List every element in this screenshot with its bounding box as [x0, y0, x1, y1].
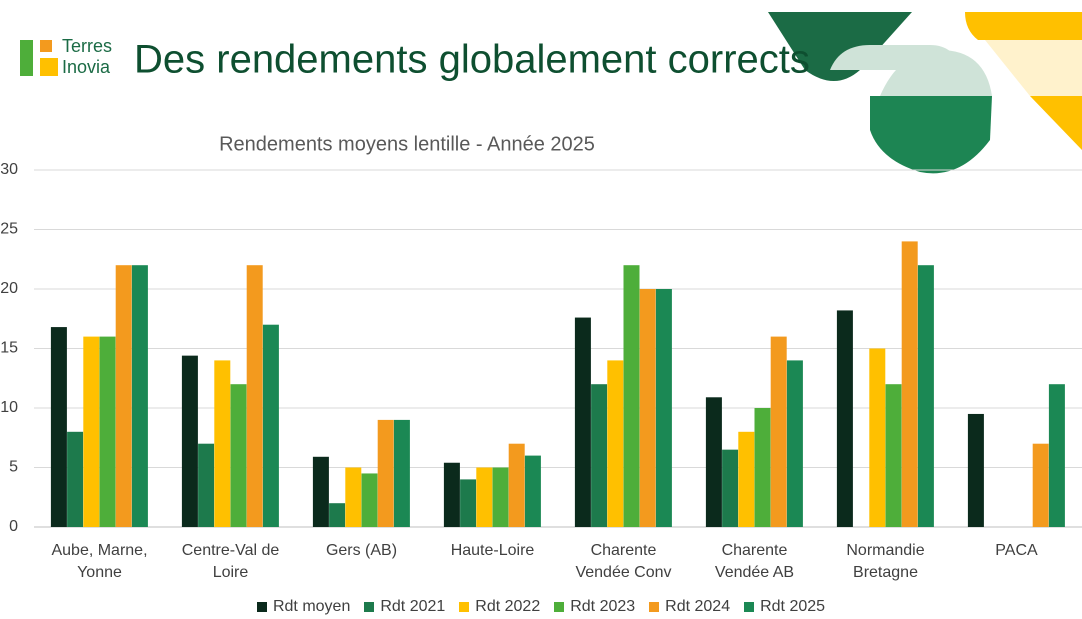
bar — [377, 419, 394, 527]
logo-text: Terres — [62, 36, 112, 56]
bar — [607, 360, 624, 527]
x-tick-label: Haute-Loire — [450, 542, 535, 559]
bar — [508, 443, 525, 527]
x-tick-label: PACA — [995, 542, 1038, 559]
bar — [131, 265, 148, 527]
bar — [770, 336, 787, 527]
chart-title: Rendements moyens lentille - Année 2025 — [219, 133, 595, 155]
x-tick-label: Gers (AB) — [325, 542, 398, 559]
bar — [262, 324, 279, 527]
bar — [754, 408, 771, 527]
bar — [524, 455, 541, 527]
y-tick-label: 10 — [0, 399, 18, 416]
legend: Rdt moyen Rdt 2021 Rdt 2022 Rdt 2023 Rdt 202… — [0, 598, 1082, 616]
slide-title: Des rendements globalement corrects — [134, 38, 810, 82]
bar — [574, 317, 591, 527]
bar — [786, 360, 803, 527]
bar — [901, 241, 918, 527]
bar — [591, 384, 608, 527]
bar — [181, 355, 198, 527]
legend-label: Rdt 2024 — [665, 598, 731, 615]
legend-label: Rdt 2021 — [380, 598, 446, 615]
bar — [99, 336, 116, 527]
logo-text: Inovia — [62, 57, 111, 77]
legend-item: Rdt 2025 — [744, 598, 825, 616]
bar — [312, 456, 329, 527]
bar — [67, 431, 84, 527]
bar — [967, 413, 984, 527]
x-tick-label: Aube, Marne, Yonne — [51, 542, 148, 581]
bar — [885, 384, 902, 527]
y-tick-label: 0 — [9, 518, 18, 535]
logo — [20, 40, 58, 76]
bar — [917, 265, 934, 527]
y-tick-label: 15 — [0, 340, 18, 357]
bar — [230, 384, 247, 527]
bar — [705, 397, 722, 527]
legend-swatch — [364, 602, 375, 612]
bar — [361, 473, 378, 527]
legend-label: Rdt 2023 — [570, 598, 636, 615]
legend-item: Rdt 2021 — [364, 598, 445, 616]
legend-item: Rdt 2022 — [459, 598, 540, 616]
x-tick-label: Charente Vendée Conv — [575, 542, 672, 581]
bar — [476, 467, 493, 527]
x-tick-label: Centre-Val de Loire — [181, 542, 280, 581]
bar — [393, 419, 410, 527]
bar — [50, 327, 67, 527]
legend-item: Rdt moyen — [256, 598, 351, 616]
y-tick-label: 30 — [0, 161, 18, 178]
x-tick-label: Charente Vendée AB — [714, 542, 795, 581]
legend-item: Rdt 2024 — [649, 598, 730, 616]
legend-label: Rdt 2022 — [475, 598, 541, 615]
bar — [722, 449, 739, 527]
bar — [869, 348, 886, 527]
bar — [214, 360, 231, 527]
bar — [655, 289, 672, 527]
legend-swatch — [744, 602, 755, 612]
y-tick-label: 5 — [9, 459, 18, 476]
bar — [83, 336, 100, 527]
bar — [639, 289, 656, 527]
legend-swatch — [649, 602, 660, 612]
bar — [1048, 384, 1065, 527]
legend-item: Rdt 2023 — [554, 598, 635, 616]
bar — [198, 443, 215, 527]
bar — [836, 310, 853, 527]
bar — [115, 265, 132, 527]
y-tick-label: 20 — [0, 280, 18, 297]
bar — [492, 467, 509, 527]
legend-swatch — [459, 602, 470, 612]
y-tick-label: 25 — [0, 221, 18, 238]
bar — [246, 265, 263, 527]
decoration — [768, 12, 1082, 174]
bar — [738, 431, 755, 527]
x-tick-label: Normandie Bretagne — [846, 542, 925, 581]
bar — [1032, 443, 1049, 527]
legend-label: Rdt 2025 — [760, 598, 826, 615]
legend-swatch — [256, 602, 267, 612]
legend-swatch — [554, 602, 565, 612]
bar — [345, 467, 362, 527]
bar — [443, 462, 460, 527]
bar — [460, 479, 477, 527]
legend-label: Rdt moyen — [272, 598, 351, 615]
bar — [623, 265, 640, 527]
bar — [329, 503, 346, 527]
